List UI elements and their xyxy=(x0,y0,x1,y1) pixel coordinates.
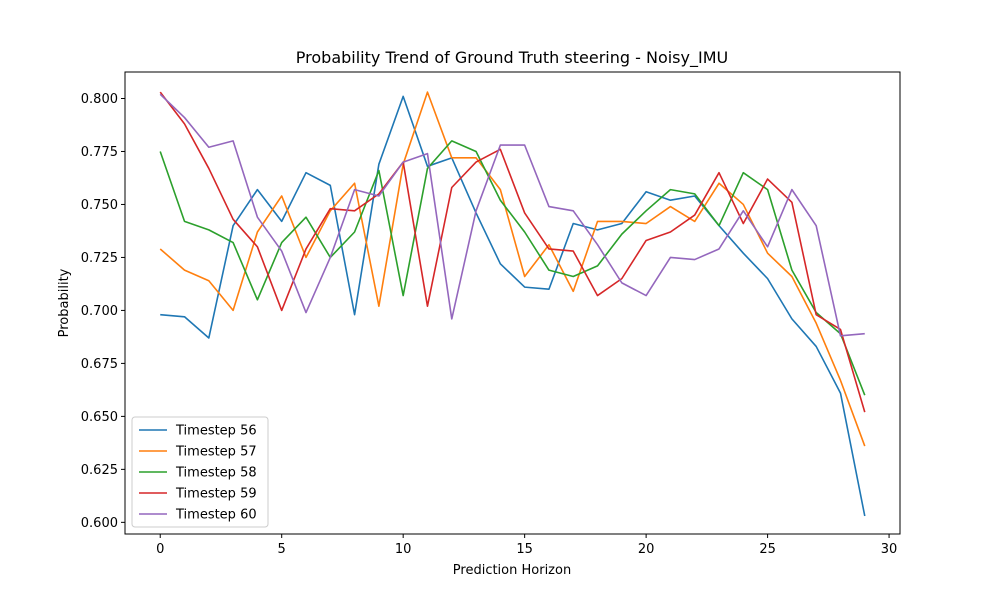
legend: Timestep 56 Timestep 57 Timestep 58 Timeste… xyxy=(131,416,269,528)
x-tick-label: 0 xyxy=(156,542,164,557)
series-line-3 xyxy=(159,140,866,396)
x-axis-ticks: 0 5 10 15 20 25 30 xyxy=(156,534,897,557)
y-axis-label: Probability xyxy=(57,268,72,337)
series-line-2 xyxy=(159,91,866,447)
y-tick-label: 0.775 xyxy=(81,145,118,160)
y-tick-label: 0.800 xyxy=(81,92,118,107)
axes-frame xyxy=(124,71,901,535)
series-line-5 xyxy=(159,93,865,337)
x-tick-label: 20 xyxy=(638,542,655,557)
series-layer xyxy=(159,91,866,517)
x-tick-label: 15 xyxy=(516,542,533,557)
series-line-1 xyxy=(160,95,866,517)
x-tick-label: 25 xyxy=(759,542,776,557)
y-tick-label: 0.725 xyxy=(81,251,118,266)
y-tick-label: 0.675 xyxy=(81,357,118,372)
chart-title: Probability Trend of Ground Truth steeri… xyxy=(296,48,728,68)
legend-label-5: Timestep 60 xyxy=(175,508,257,523)
legend-label-4: Timestep 59 xyxy=(175,487,257,502)
y-tick-label: 0.650 xyxy=(81,410,118,425)
y-tick-label: 0.625 xyxy=(81,463,118,478)
x-tick-label: 10 xyxy=(395,542,412,557)
legend-label-1: Timestep 56 xyxy=(175,424,257,439)
legend-box xyxy=(131,416,269,528)
y-tick-label: 0.750 xyxy=(81,198,118,213)
x-axis-label: Prediction Horizon xyxy=(453,563,571,578)
y-tick-label: 0.700 xyxy=(81,304,118,319)
legend-label-3: Timestep 58 xyxy=(175,466,257,481)
y-axis-ticks: 0.600 0.625 0.650 0.675 0.700 0.725 0.750 0.775… xyxy=(81,92,125,531)
x-tick-label: 30 xyxy=(881,542,898,557)
y-tick-label: 0.600 xyxy=(81,516,118,531)
legend-label-2: Timestep 57 xyxy=(175,445,257,460)
x-tick-label: 5 xyxy=(278,542,286,557)
